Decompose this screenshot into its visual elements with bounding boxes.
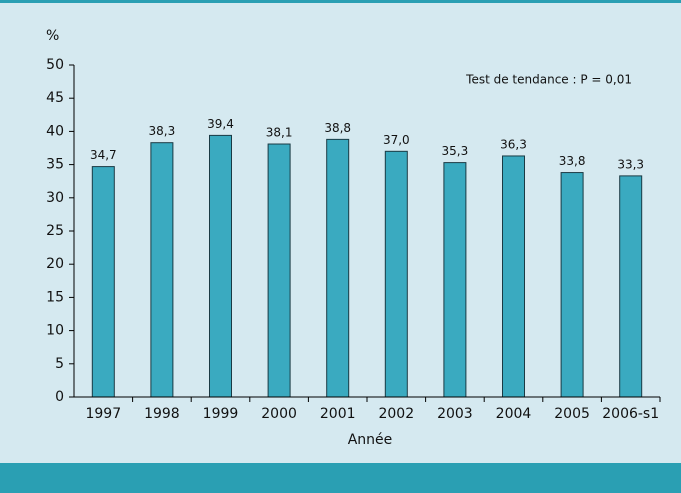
y-tick-label: 15 [46,289,64,305]
y-tick-label: 5 [55,356,64,372]
value-label: 36,3 [500,137,527,151]
y-tick-label: 25 [46,223,64,239]
bar [326,138,350,398]
y-tick-label: 0 [55,389,64,405]
top-border [0,0,681,3]
value-label: 38,1 [266,126,293,140]
value-label: 34,7 [90,148,117,162]
value-label: 33,8 [559,154,586,168]
y-tick-label: 50 [46,57,64,73]
value-label: 35,3 [442,144,469,158]
annotation: Test de tendance : P = 0,01 [465,73,632,87]
value-label: 39,4 [207,117,234,131]
bar [267,143,291,398]
y-tick-label: 45 [46,90,64,106]
x-tick-label: 1998 [144,406,180,422]
x-tick-label: 2003 [437,406,473,422]
value-label: 37,0 [383,133,410,147]
bar [619,175,643,398]
x-tick-label: 2000 [261,406,297,422]
bar [384,150,408,398]
value-label: 33,3 [617,157,644,171]
y-tick-label: 30 [46,190,64,206]
bar [150,142,174,398]
y-tick-label: 20 [46,256,64,272]
bar [91,166,115,398]
x-tick-label: 2006-s1 [602,406,659,422]
x-tick-label: 2005 [554,406,590,422]
y-tick-label: 35 [46,157,64,173]
bar [560,172,584,398]
y-axis-label: % [46,28,59,44]
bar [502,155,525,398]
y-tick-label: 40 [46,123,64,139]
bottom-band [0,463,681,493]
y-tick-label: 10 [46,323,64,339]
x-axis-label: Année [348,432,393,448]
bar [443,162,467,398]
bar [209,134,232,398]
x-tick-label: 1999 [203,406,239,422]
x-tick-label: 2002 [378,406,414,422]
x-tick-label: 2004 [496,406,532,422]
value-label: 38,3 [149,124,176,138]
x-tick-label: 1997 [85,406,121,422]
x-tick-label: 2001 [320,406,356,422]
value-label: 38,8 [324,121,351,135]
